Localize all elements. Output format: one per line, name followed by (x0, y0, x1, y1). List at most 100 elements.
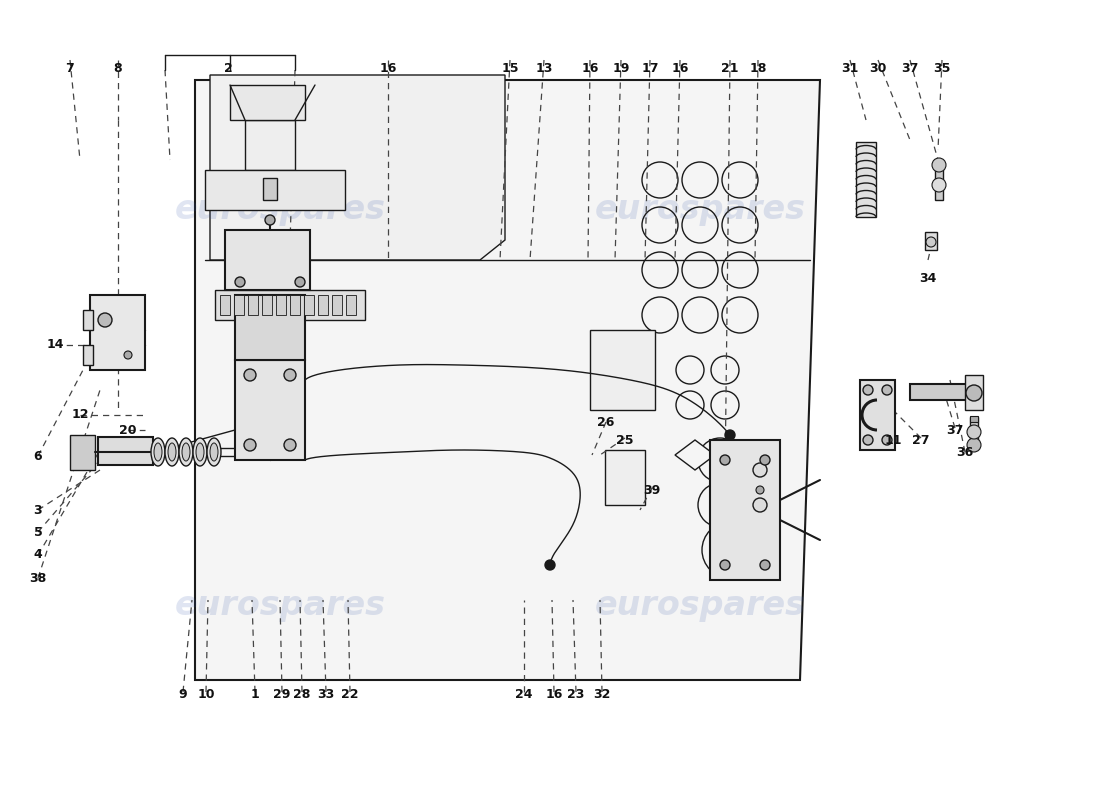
Circle shape (284, 439, 296, 451)
Ellipse shape (168, 443, 176, 461)
Text: 35: 35 (933, 62, 950, 74)
Bar (276, 295, 286, 315)
Circle shape (882, 435, 892, 445)
Text: 25: 25 (616, 434, 634, 446)
Circle shape (967, 438, 981, 452)
Text: 6: 6 (34, 450, 42, 462)
Text: 22: 22 (341, 689, 359, 702)
Bar (318, 295, 328, 315)
Ellipse shape (151, 438, 165, 466)
Text: 38: 38 (30, 571, 46, 585)
Text: eurospares: eurospares (594, 589, 805, 622)
Text: 31: 31 (842, 62, 859, 74)
Text: 5: 5 (34, 526, 43, 538)
Bar (226, 230, 310, 290)
Text: 28: 28 (294, 689, 310, 702)
Text: 17: 17 (641, 62, 659, 74)
Circle shape (864, 435, 873, 445)
Ellipse shape (207, 438, 221, 466)
Text: 37: 37 (901, 62, 918, 74)
Circle shape (864, 385, 873, 395)
Text: 20: 20 (119, 423, 136, 437)
Circle shape (967, 425, 981, 439)
Bar (965, 375, 983, 410)
Text: 39: 39 (644, 483, 661, 497)
Text: 16: 16 (581, 62, 598, 74)
Bar (332, 295, 342, 315)
Text: 16: 16 (379, 62, 397, 74)
Bar (98, 437, 153, 465)
Bar (230, 85, 305, 120)
Text: 16: 16 (671, 62, 689, 74)
Circle shape (760, 455, 770, 465)
Circle shape (284, 369, 296, 381)
Text: eurospares: eurospares (594, 194, 805, 226)
Circle shape (544, 560, 556, 570)
Text: 16: 16 (546, 689, 563, 702)
Circle shape (720, 560, 730, 570)
Ellipse shape (182, 443, 190, 461)
Text: 9: 9 (178, 689, 187, 702)
Bar (925, 232, 937, 250)
Bar (70, 435, 95, 470)
Text: 21: 21 (722, 62, 739, 74)
Polygon shape (245, 120, 295, 170)
Bar (970, 417, 978, 445)
Text: 36: 36 (956, 446, 974, 458)
Bar (590, 330, 654, 410)
Bar (82, 310, 94, 330)
Bar (263, 178, 277, 200)
Bar (214, 290, 365, 320)
Circle shape (124, 351, 132, 359)
Circle shape (295, 277, 305, 287)
Text: 10: 10 (197, 689, 215, 702)
Text: 1: 1 (251, 689, 260, 702)
Ellipse shape (196, 443, 204, 461)
Text: eurospares: eurospares (175, 194, 385, 226)
Circle shape (756, 486, 764, 494)
Circle shape (932, 178, 946, 192)
Bar (860, 380, 895, 450)
Circle shape (754, 498, 767, 512)
Text: 29: 29 (273, 689, 290, 702)
Polygon shape (210, 75, 505, 260)
Text: 14: 14 (46, 338, 64, 351)
Bar (935, 160, 943, 200)
Text: 30: 30 (869, 62, 887, 74)
Text: 11: 11 (884, 434, 902, 446)
Text: 12: 12 (72, 409, 89, 422)
Circle shape (265, 215, 275, 225)
Ellipse shape (179, 438, 192, 466)
Polygon shape (195, 80, 820, 680)
Text: 18: 18 (749, 62, 767, 74)
Text: 26: 26 (597, 415, 615, 429)
Bar (856, 142, 876, 217)
Ellipse shape (210, 443, 218, 461)
Bar (605, 450, 645, 505)
Text: 4: 4 (34, 549, 43, 562)
Polygon shape (205, 170, 345, 210)
Circle shape (882, 385, 892, 395)
Text: 3: 3 (34, 503, 42, 517)
Text: 34: 34 (920, 271, 937, 285)
Circle shape (244, 439, 256, 451)
Bar (304, 295, 313, 315)
Ellipse shape (192, 438, 207, 466)
Circle shape (754, 463, 767, 477)
Bar (346, 295, 356, 315)
Ellipse shape (165, 438, 179, 466)
Text: 37: 37 (946, 423, 964, 437)
Text: eurospares: eurospares (175, 589, 385, 622)
Circle shape (760, 560, 770, 570)
Bar (234, 295, 244, 315)
Text: 2: 2 (223, 62, 232, 74)
Text: 32: 32 (593, 689, 611, 702)
Text: 23: 23 (568, 689, 585, 702)
Text: 15: 15 (502, 62, 519, 74)
Circle shape (966, 385, 982, 401)
Bar (290, 295, 300, 315)
Bar (220, 295, 230, 315)
Text: 33: 33 (318, 689, 334, 702)
Bar (970, 416, 978, 422)
Text: 7: 7 (66, 62, 75, 74)
